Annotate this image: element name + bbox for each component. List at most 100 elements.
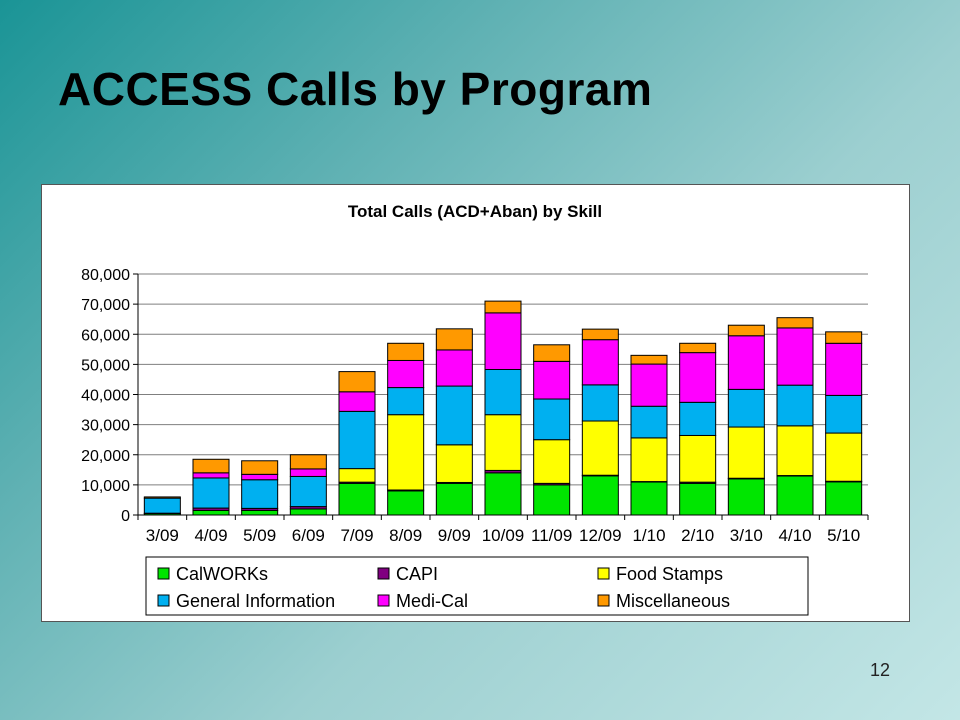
bar-segment [338,371,376,393]
bar-segment [679,352,717,403]
legend-label: CAPI [396,564,438,584]
bar-segment [435,349,473,387]
bar-segment [484,472,522,516]
chart-container: Total Calls (ACD+Aban) by Skill 0 10,000 2… [41,184,910,622]
bar-segment [338,468,376,483]
bar-segment [533,360,571,400]
legend-label: General Information [176,591,335,611]
bar-segment [338,482,376,516]
bar-segment [776,425,814,477]
x-tick-label: 4/09 [194,526,227,545]
bar-segment [679,342,717,354]
bar-segment [338,410,376,470]
bar-segment [192,458,230,474]
bar-segment [484,414,522,471]
bar-segment [435,444,473,483]
bar-segment [776,327,814,386]
legend-label: Medi-Cal [396,591,468,611]
chart-title: Total Calls (ACD+Aban) by Skill [348,202,602,221]
x-tick-label: 9/09 [438,526,471,545]
bar-segment [581,328,619,341]
bar-segment [387,490,425,516]
y-tick-label: 60,000 [81,327,130,344]
y-tick-label: 20,000 [81,448,130,465]
x-tick-label: 5/10 [827,526,860,545]
bar-segment [679,401,717,436]
bar-segment [727,335,765,390]
bar-segment [387,387,425,416]
bar-segment [192,472,230,479]
legend-swatch [597,594,610,607]
bar-segment [581,420,619,476]
bar-segment [776,317,814,329]
bar-segment [435,328,473,351]
y-tick-label: 0 [121,508,130,525]
bar-segment [289,475,327,508]
plot-area: 0 10,000 20,000 30,000 40,000 50,000 60,000 70,… [81,267,869,545]
y-tick-label: 80,000 [81,267,130,284]
legend-swatch [157,567,170,580]
bar-segment [825,432,863,482]
bar-segment [484,368,522,416]
x-tick-label: 7/09 [340,526,373,545]
bar-segment [727,478,765,516]
legend-swatch [377,567,390,580]
bar-segment [192,509,230,516]
bar-segment [630,363,668,407]
x-tick-label: 11/09 [531,526,572,545]
bar-segment [825,331,863,344]
x-tick-label: 1/10 [632,526,665,545]
bar-segment [289,508,327,516]
x-tick-label: 8/09 [389,526,422,545]
bar-segment [241,509,279,516]
bar-segment [241,479,279,509]
legend-label: Miscellaneous [616,591,730,611]
bar-segment [825,342,863,396]
bar-segment [484,300,522,314]
x-tick-label: 4/10 [778,526,811,545]
bar-segment [387,342,425,361]
y-tick-label: 40,000 [81,388,130,405]
bar-segment [435,482,473,516]
bar-segment [630,437,668,483]
bar-segment [581,384,619,422]
x-tick-label: 6/09 [292,526,325,545]
bar-segment [630,354,668,365]
bar-segment [192,477,230,509]
x-tick-label: 2/10 [681,526,714,545]
bar-segment [727,388,765,428]
bar-segment [776,384,814,427]
bar-segment [679,434,717,483]
bar-segment [533,344,571,362]
bar-segment [679,482,717,516]
legend-swatch [377,594,390,607]
bar-segment [387,414,425,491]
legend-swatch [597,567,610,580]
bar-segment [727,324,765,337]
bar-segment [581,475,619,516]
x-tick-label: 3/10 [730,526,763,545]
bar-segment [241,460,279,475]
legend-box [145,556,809,616]
stacked-bar-chart: Total Calls (ACD+Aban) by Skill 0 10,000 2… [81,202,869,616]
bar-segment [825,394,863,434]
bar-segment [241,473,279,481]
legend-label: CalWORKs [176,564,268,584]
slide-title: ACCESS Calls by Program [58,63,653,115]
y-tick-label: 50,000 [81,357,130,374]
slide-number: 12 [870,660,891,680]
bar-segment [581,339,619,386]
y-tick-label: 70,000 [81,297,130,314]
bar-segment [484,312,522,370]
bar-segment [825,481,863,516]
x-tick-label: 3/09 [146,526,179,545]
x-tick-label: 5/09 [243,526,276,545]
bar-segment [630,405,668,439]
legend-label: Food Stamps [616,564,723,584]
y-tick-label: 10,000 [81,478,130,495]
bar-segment [289,468,327,477]
x-tick-label: 10/09 [482,526,525,545]
legend: CalWORKs CAPI Food Stamps General Informati… [145,556,809,616]
bar-segment [533,398,571,441]
x-tick-label: 12/09 [579,526,622,545]
